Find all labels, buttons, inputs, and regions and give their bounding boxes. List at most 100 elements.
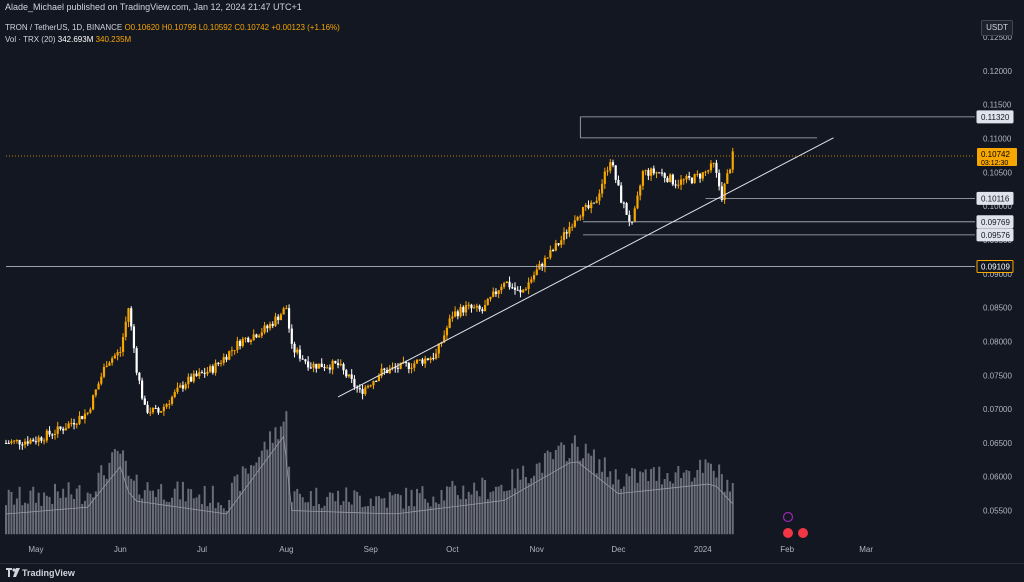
volume-bar: [209, 502, 212, 535]
volume-bar: [704, 459, 707, 535]
event-markers[interactable]: [782, 511, 808, 539]
candle-body: [715, 162, 718, 173]
level-price-label: 0.09576: [981, 231, 1010, 240]
volume-bar: [603, 457, 606, 535]
volume-bar: [127, 475, 130, 535]
volume-value: 342.693M: [57, 35, 94, 44]
volume-bar: [258, 456, 261, 535]
volume-bar: [568, 458, 571, 535]
candle-body: [573, 220, 576, 227]
volume-bar: [467, 491, 470, 535]
volume-bar: [489, 492, 492, 535]
candle-body: [160, 411, 163, 413]
volume-bar: [5, 505, 7, 535]
candle-body: [230, 350, 234, 352]
candle-body: [568, 226, 571, 234]
volume-bar: [78, 485, 81, 535]
volume-bar: [350, 504, 353, 535]
volume-bar: [522, 465, 525, 535]
volume-bar: [277, 439, 280, 535]
price-chart[interactable]: 0.12500 0.12000 0.11500 0.11000 0.10500 0.100…: [0, 0, 1024, 563]
volume-bar: [97, 472, 100, 535]
volume-bar: [70, 494, 73, 535]
volume-bar: [620, 488, 623, 535]
volume-bar: [723, 491, 726, 535]
volume-bar: [323, 505, 326, 535]
candle-body: [211, 366, 214, 373]
candle-body: [671, 174, 674, 185]
candle-body: [10, 441, 13, 444]
volume-bar: [263, 441, 266, 535]
candle-body: [356, 386, 359, 389]
candle-body: [154, 408, 157, 410]
candle-body: [571, 226, 574, 228]
candle-body: [451, 316, 454, 319]
candle-body: [494, 291, 498, 294]
currency-button[interactable]: USDT: [981, 20, 1013, 36]
candle-body: [576, 217, 579, 221]
volume-bar: [435, 502, 438, 535]
volume-bar: [271, 442, 274, 535]
candle-body: [731, 151, 734, 170]
candle-body: [413, 363, 416, 368]
candle-body: [652, 168, 655, 174]
candle-body: [312, 363, 315, 368]
candle-body: [181, 385, 185, 389]
volume-bar: [625, 473, 628, 535]
volume-bar: [151, 490, 154, 535]
x-tick-label: Aug: [279, 545, 293, 554]
volume-bar: [249, 465, 252, 535]
candle-body: [600, 183, 604, 194]
candle-body: [560, 240, 563, 245]
volume-bar: [217, 502, 220, 535]
volume-bar: [573, 435, 576, 535]
time-axis[interactable]: May Jun Jul Aug Sep Oct Nov Dec 2024 Feb Mar: [28, 545, 873, 554]
volume-legend[interactable]: Vol · TRX (20) 342.693M 340.235M: [5, 35, 131, 44]
candle-body: [146, 404, 149, 413]
volume-bar: [685, 470, 688, 535]
volume-bar: [143, 490, 146, 535]
volume-bar: [552, 459, 555, 535]
volume-bar: [154, 496, 157, 535]
volume-bar: [680, 478, 683, 535]
volume-bar: [290, 502, 293, 535]
candle-body: [342, 364, 345, 371]
candle-body: [513, 287, 517, 290]
volume-bar: [448, 486, 451, 535]
symbol-legend[interactable]: TRON / TetherUS, 1D, BINANCE O0.10620 H0…: [5, 23, 340, 32]
tradingview-brand[interactable]: TradingView: [22, 568, 75, 578]
volume-bar: [260, 450, 263, 535]
candle-body: [649, 168, 653, 176]
candle-body: [37, 437, 40, 443]
volume-ma-value: 340.235M: [95, 35, 132, 44]
volume-bar: [122, 450, 125, 535]
volume-bar: [546, 450, 549, 535]
volume-bar: [190, 489, 193, 535]
candle-body: [89, 409, 92, 413]
volume-bar: [671, 483, 674, 535]
volume-bar: [92, 497, 95, 535]
candle-body: [375, 381, 378, 383]
volume-bar: [524, 477, 527, 535]
level-price-badge: [976, 191, 1014, 205]
candle-body: [456, 311, 459, 317]
level-price-badge: [976, 259, 1014, 273]
candle-body: [394, 367, 397, 369]
candle-body: [67, 423, 70, 429]
candle-body: [258, 335, 261, 338]
y-tick-label: 0.09000: [983, 270, 1012, 279]
candle-body: [380, 368, 383, 377]
volume-bar: [40, 505, 43, 535]
candle-body: [274, 316, 277, 326]
volume-bar: [508, 490, 511, 535]
candle-body: [236, 340, 239, 351]
volume-ma-line: [5, 435, 734, 515]
candle-body: [209, 366, 212, 372]
volume-bar: [669, 481, 672, 535]
price-axis[interactable]: 0.12500 0.12000 0.11500 0.11000 0.10500 0.100…: [983, 33, 1012, 515]
candle-body: [320, 363, 323, 368]
level-price-badge: [976, 110, 1014, 124]
y-tick-label: 0.11000: [983, 135, 1012, 144]
volume-bar: [660, 484, 663, 535]
candle-body: [595, 200, 598, 203]
